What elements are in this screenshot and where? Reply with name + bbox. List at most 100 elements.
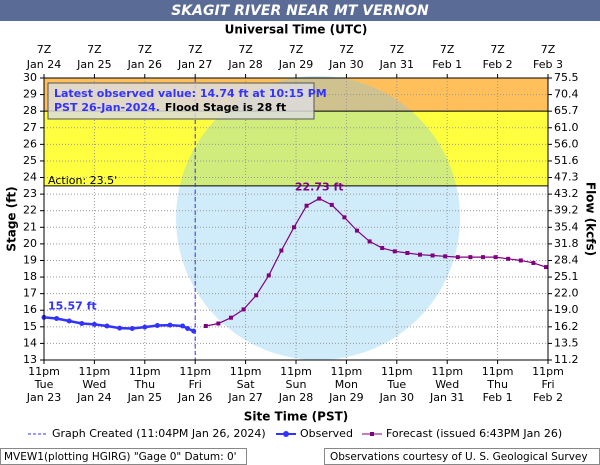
x-tick-time: 11pm <box>129 365 161 378</box>
x-tick-label: Jan 28 <box>278 391 313 404</box>
observed-point <box>54 316 60 322</box>
y-tick-label: 14 <box>23 336 37 349</box>
y-tick-label: 16 <box>23 303 37 316</box>
x-tick-label: Jan 26 <box>177 391 212 404</box>
y-tick-label: 28 <box>23 104 37 117</box>
top-tick-time: 7Z <box>490 43 505 56</box>
forecast-point <box>392 249 397 254</box>
x-tick-weekday: Fri <box>541 378 554 391</box>
top-tick-date: Jan 28 <box>227 58 262 71</box>
top-tick-date: Feb 1 <box>432 58 462 71</box>
y2-tick-label: 39.2 <box>554 204 579 217</box>
forecast-point <box>405 251 410 256</box>
x-axis-label: Site Time (PST) <box>244 410 349 424</box>
top-tick-time: 7Z <box>188 43 203 56</box>
top-tick-time: 7Z <box>541 43 556 56</box>
forecast-point <box>266 273 271 278</box>
plot-border <box>43 77 549 361</box>
top-tick-time: 7Z <box>390 43 405 56</box>
forecast-point <box>518 258 523 263</box>
observed-point <box>180 323 186 329</box>
x-tick-weekday: Sun <box>286 378 307 391</box>
forecast-point <box>216 321 221 326</box>
y-tick-label: 27 <box>23 121 37 134</box>
x-tick-weekday: Tue <box>386 378 406 391</box>
top-tick-time: 7Z <box>87 43 102 56</box>
y-tick-label: 25 <box>23 154 37 167</box>
forecast-point <box>254 293 259 298</box>
y2-tick-label: 13.5 <box>554 336 579 349</box>
forecast-point <box>455 255 460 260</box>
x-tick-label: Feb 2 <box>533 391 563 404</box>
x-tick-label: Jan 27 <box>227 391 262 404</box>
observed-point <box>142 324 148 330</box>
observed-point <box>185 325 191 331</box>
top-tick-date: Jan 29 <box>278 58 313 71</box>
forecast-point <box>531 260 536 265</box>
x-tick-label: Feb 1 <box>483 391 513 404</box>
observed-point <box>91 321 97 327</box>
x-tick-weekday: Wed <box>435 378 459 391</box>
y2-tick-label: 51.6 <box>554 154 579 167</box>
top-tick-date: Jan 27 <box>177 58 212 71</box>
x-tick-time: 11pm <box>179 365 211 378</box>
y2-tick-label: 75.5 <box>554 71 579 84</box>
x-tick-weekday: Sat <box>237 378 256 391</box>
y-axis-label: Stage (ft) <box>5 186 19 251</box>
x-tick-weekday: Thu <box>486 378 508 391</box>
top-tick-time: 7Z <box>339 43 354 56</box>
x-tick-label: Jan 25 <box>127 391 162 404</box>
y2-tick-label: 35.4 <box>554 220 579 233</box>
forecast-point <box>543 265 548 270</box>
observed-point <box>117 325 123 331</box>
forecast-point <box>228 315 233 320</box>
forecast-point <box>241 307 246 312</box>
x-tick-label: Jan 24 <box>76 391 111 404</box>
y-tick-label: 26 <box>23 137 37 150</box>
y2-tick-label: 61.0 <box>554 121 579 134</box>
x-tick-time: 11pm <box>280 365 312 378</box>
x-tick-time: 11pm <box>79 365 111 378</box>
y-tick-label: 13 <box>23 353 37 366</box>
top-tick-date: Jan 30 <box>328 58 363 71</box>
forecast-point <box>430 253 435 258</box>
info-line2: PST 26-Jan-2024. Flood Stage is 28 ft <box>54 101 286 114</box>
observed-point <box>104 323 110 329</box>
y-tick-label: 30 <box>23 71 37 84</box>
top-tick-time: 7Z <box>289 43 304 56</box>
forecast-point <box>417 252 422 257</box>
info-date: PST 26-Jan-2024. <box>54 101 160 114</box>
info-flood: Flood Stage is 28 ft <box>165 101 286 114</box>
y2-tick-label: 31.8 <box>554 237 579 250</box>
y-tick-label: 23 <box>23 187 37 200</box>
y2-tick-label: 25.1 <box>554 270 579 283</box>
y2-tick-label: 11.2 <box>554 353 579 366</box>
forecast-point <box>317 196 322 201</box>
forecast-point <box>380 246 385 251</box>
y2-tick-label: 19.0 <box>554 303 579 316</box>
value-label: 15.57 ft <box>48 299 97 312</box>
forecast-point <box>443 254 448 259</box>
top-tick-date: Jan 25 <box>76 58 111 71</box>
forecast-point <box>506 256 511 261</box>
y-tick-label: 22 <box>23 204 37 217</box>
forecast-point <box>304 203 309 208</box>
observed-point <box>129 325 135 331</box>
x-tick-time: 11pm <box>331 365 363 378</box>
y-tick-label: 18 <box>23 270 37 283</box>
top-tick-date: Jan 31 <box>379 58 414 71</box>
x-tick-label: Jan 23 <box>26 391 61 404</box>
top-tick-time: 7Z <box>138 43 153 56</box>
y-tick-label: 21 <box>23 220 37 233</box>
top-tick-time: 7Z <box>37 43 52 56</box>
chart-title: SKAGIT RIVER NEAR MT VERNON <box>171 3 429 19</box>
y2-tick-label: 28.4 <box>554 253 579 266</box>
forecast-point <box>329 202 334 207</box>
observed-point <box>191 328 197 334</box>
y2-tick-label: 47.3 <box>554 171 579 184</box>
x-tick-label: Jan 31 <box>429 391 464 404</box>
y-tick-label: 20 <box>23 237 37 250</box>
observed-point <box>79 321 85 327</box>
x-tick-weekday: Fri <box>189 378 202 391</box>
forecast-point <box>342 215 347 220</box>
